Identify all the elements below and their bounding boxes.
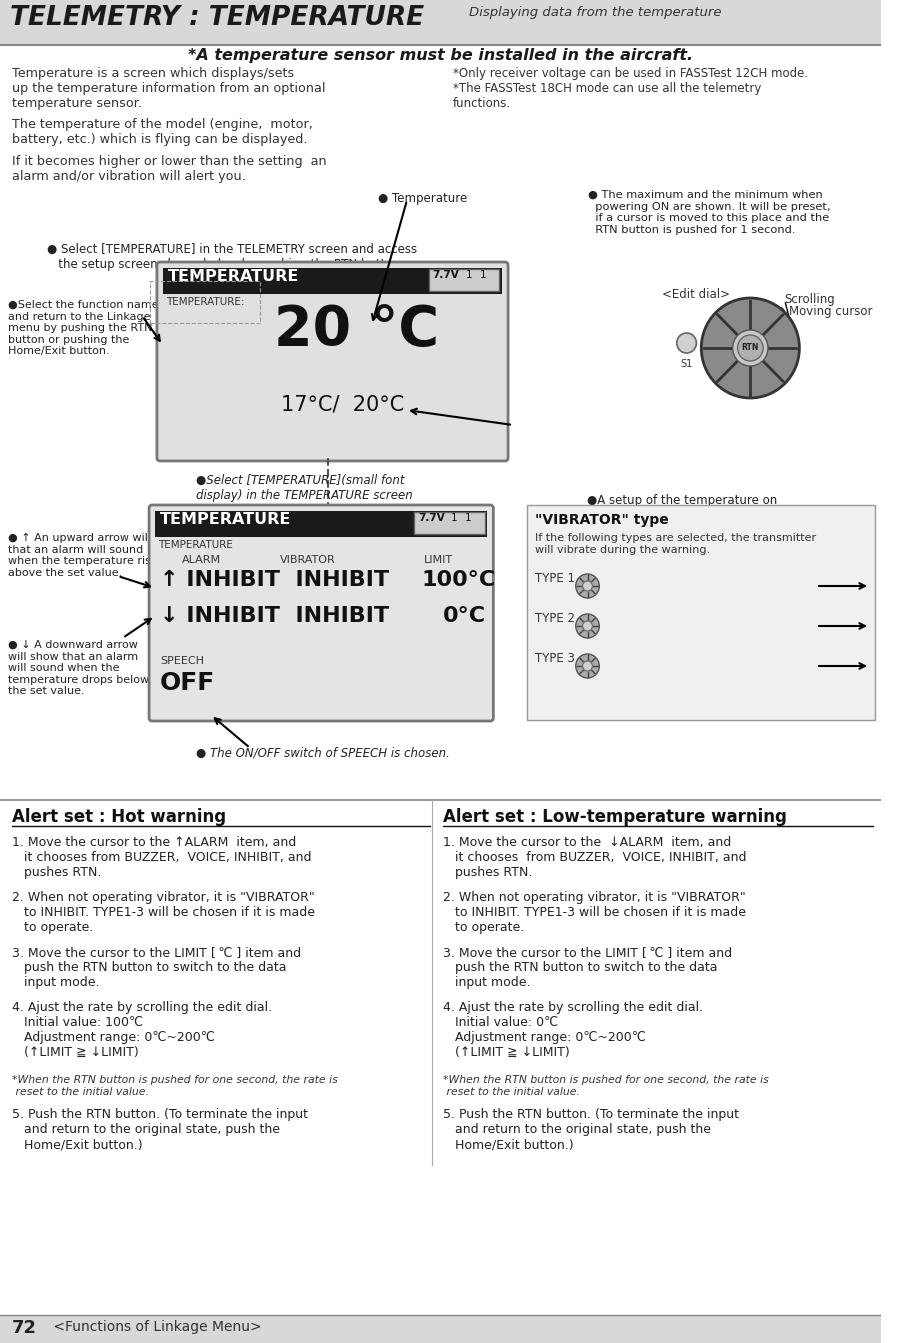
Bar <box>527 505 875 720</box>
Text: 1: 1 <box>480 270 486 279</box>
Text: The temperature of the model (engine,  motor,
battery, etc.) which is flying can: The temperature of the model (engine, mo… <box>12 118 313 146</box>
Text: ↓ INHIBIT  INHIBIT: ↓ INHIBIT INHIBIT <box>160 606 389 626</box>
Text: ● ↑ An upward arrow will show
that an alarm will sound
when the temperature rise: ● ↑ An upward arrow will show that an al… <box>8 533 183 577</box>
Text: <Edit dial>: <Edit dial> <box>663 287 730 301</box>
Text: ●A setup of the temperature on
which the alarm operates.: ●A setup of the temperature on which the… <box>586 494 777 522</box>
Text: 7.7V: 7.7V <box>433 270 459 279</box>
Text: *A temperature sensor must be installed in the aircraft.: *A temperature sensor must be installed … <box>188 48 693 63</box>
Text: ●Select the function name
and return to the Linkage
menu by pushing the RTN
butt: ●Select the function name and return to … <box>8 299 158 356</box>
Text: ● The ON/OFF switch of SPEECH is chosen.: ● The ON/OFF switch of SPEECH is chosen. <box>196 745 450 759</box>
Text: ● Moving cursor: ● Moving cursor <box>775 305 872 318</box>
FancyBboxPatch shape <box>157 262 508 461</box>
Text: TYPE 3: TYPE 3 <box>534 651 575 665</box>
Text: 0°C: 0°C <box>444 606 487 626</box>
Text: TEMPERATURE: TEMPERATURE <box>160 512 291 526</box>
Text: Temperature is a screen which displays/sets
up the temperature information from : Temperature is a screen which displays/s… <box>12 67 325 110</box>
Text: TEMPERATURE: TEMPERATURE <box>158 540 233 551</box>
Text: ● Temperature: ● Temperature <box>378 192 467 205</box>
Text: ALARM: ALARM <box>181 555 221 565</box>
Text: 4. Ajust the rate by scrolling the edit dial.
   Initial value: 0℃
   Adjustment: 4. Ajust the rate by scrolling the edit … <box>444 1001 703 1060</box>
Text: 20 °C: 20 °C <box>275 304 440 357</box>
Circle shape <box>576 614 599 638</box>
Bar <box>155 510 488 537</box>
FancyBboxPatch shape <box>149 505 493 721</box>
Text: 4. Ajust the rate by scrolling the edit dial.
   Initial value: 100℃
   Adjustme: 4. Ajust the rate by scrolling the edit … <box>12 1001 272 1060</box>
Text: SPEECH: SPEECH <box>160 655 204 666</box>
Text: 1: 1 <box>466 270 472 279</box>
Text: 1: 1 <box>451 513 458 522</box>
Text: TEMPERATURE: TEMPERATURE <box>168 269 299 283</box>
Text: <Functions of Linkage Menu>: <Functions of Linkage Menu> <box>49 1320 261 1334</box>
Circle shape <box>701 298 799 398</box>
Text: *Only receiver voltage can be used in FASSTest 12CH mode.: *Only receiver voltage can be used in FA… <box>453 67 808 81</box>
Text: 7.7V: 7.7V <box>418 513 445 522</box>
Text: 2. When not operating vibrator, it is "VIBRATOR"
   to INHIBIT. TYPE1-3 will be : 2. When not operating vibrator, it is "V… <box>12 890 315 933</box>
Text: ↑ INHIBIT  INHIBIT: ↑ INHIBIT INHIBIT <box>160 569 389 590</box>
Circle shape <box>677 333 696 353</box>
Text: 1. Move the cursor to the  ↓ALARM  item, and
   it chooses  from BUZZER,  VOICE,: 1. Move the cursor to the ↓ALARM item, a… <box>444 835 747 880</box>
Text: ●Select [TEMPERATURE](small font
display) in the TEMPERATURE screen
and access t: ●Select [TEMPERATURE](small font display… <box>196 474 413 532</box>
Bar <box>0 0 881 46</box>
Text: 5. Push the RTN button. (To terminate the input
   and return to the original st: 5. Push the RTN button. (To terminate th… <box>444 1108 739 1151</box>
Text: OFF: OFF <box>160 672 216 694</box>
Text: VIBRATOR: VIBRATOR <box>279 555 335 565</box>
Text: 1: 1 <box>465 513 471 522</box>
Circle shape <box>576 573 599 598</box>
Text: TYPE 1: TYPE 1 <box>534 572 575 586</box>
Text: *The FASSTest 18CH mode can use all the telemetry
functions.: *The FASSTest 18CH mode can use all the … <box>453 82 762 110</box>
Circle shape <box>583 582 593 591</box>
Text: Displaying data from the temperature: Displaying data from the temperature <box>469 5 721 19</box>
Circle shape <box>576 654 599 678</box>
Circle shape <box>583 661 593 672</box>
Text: ● The maximum and the minimum when
  powering ON are shown. It will be preset,
 : ● The maximum and the minimum when power… <box>588 189 831 235</box>
Bar <box>0 1315 881 1343</box>
Text: RTN: RTN <box>742 344 759 352</box>
Circle shape <box>733 330 768 367</box>
Text: ● Select [TEMPERATURE] in the TELEMETRY screen and access
   the setup screen sh: ● Select [TEMPERATURE] in the TELEMETRY … <box>47 243 418 271</box>
Bar <box>428 269 499 291</box>
Bar <box>414 512 485 535</box>
Circle shape <box>583 620 593 631</box>
Text: TYPE 2: TYPE 2 <box>534 612 575 624</box>
Text: If it becomes higher or lower than the setting  an
alarm and/or vibration will a: If it becomes higher or lower than the s… <box>12 154 326 183</box>
Text: If the following types are selected, the transmitter
will vibrate during the war: If the following types are selected, the… <box>534 533 815 555</box>
Circle shape <box>737 334 763 361</box>
Text: 2. When not operating vibrator, it is "VIBRATOR"
   to INHIBIT. TYPE1-3 will be : 2. When not operating vibrator, it is "V… <box>444 890 746 933</box>
Text: Alert set : Low-temperature warning: Alert set : Low-temperature warning <box>444 808 788 826</box>
Text: Alert set : Hot warning: Alert set : Hot warning <box>12 808 226 826</box>
Text: LIMIT: LIMIT <box>424 555 453 565</box>
Text: TEMPERATURE:: TEMPERATURE: <box>166 297 244 308</box>
Text: Scrolling: Scrolling <box>785 293 835 306</box>
Text: 3. Move the cursor to the LIMIT [ ℃ ] item and
   push the RTN button to switch : 3. Move the cursor to the LIMIT [ ℃ ] it… <box>444 945 733 988</box>
Text: 100°C: 100°C <box>422 569 496 590</box>
Text: *When the RTN button is pushed for one second, the rate is
 reset to the initial: *When the RTN button is pushed for one s… <box>444 1074 769 1097</box>
Text: 3. Move the cursor to the LIMIT [ ℃ ] item and
   push the RTN button to switch : 3. Move the cursor to the LIMIT [ ℃ ] it… <box>12 945 301 988</box>
Text: 5. Push the RTN button. (To terminate the input
   and return to the original st: 5. Push the RTN button. (To terminate th… <box>12 1108 308 1151</box>
Text: ● ↓ A downward arrow
will show that an alarm
will sound when the
temperature dro: ● ↓ A downward arrow will show that an a… <box>8 641 149 697</box>
Text: S1: S1 <box>681 359 692 369</box>
Text: "VIBRATOR" type: "VIBRATOR" type <box>534 513 668 526</box>
Text: 72: 72 <box>12 1319 37 1338</box>
Text: 1. Move the cursor to the ↑ALARM  item, and
   it chooses from BUZZER,  VOICE, I: 1. Move the cursor to the ↑ALARM item, a… <box>12 835 312 880</box>
Text: *When the RTN button is pushed for one second, the rate is
 reset to the initial: *When the RTN button is pushed for one s… <box>12 1074 338 1097</box>
Bar <box>163 269 502 294</box>
Text: 17°C/  20°C: 17°C/ 20°C <box>281 395 404 415</box>
Text: TELEMETRY : TEMPERATURE: TELEMETRY : TEMPERATURE <box>10 5 424 31</box>
